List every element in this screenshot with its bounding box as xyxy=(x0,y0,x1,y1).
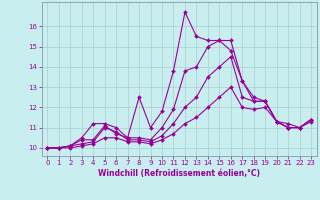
X-axis label: Windchill (Refroidissement éolien,°C): Windchill (Refroidissement éolien,°C) xyxy=(98,169,260,178)
